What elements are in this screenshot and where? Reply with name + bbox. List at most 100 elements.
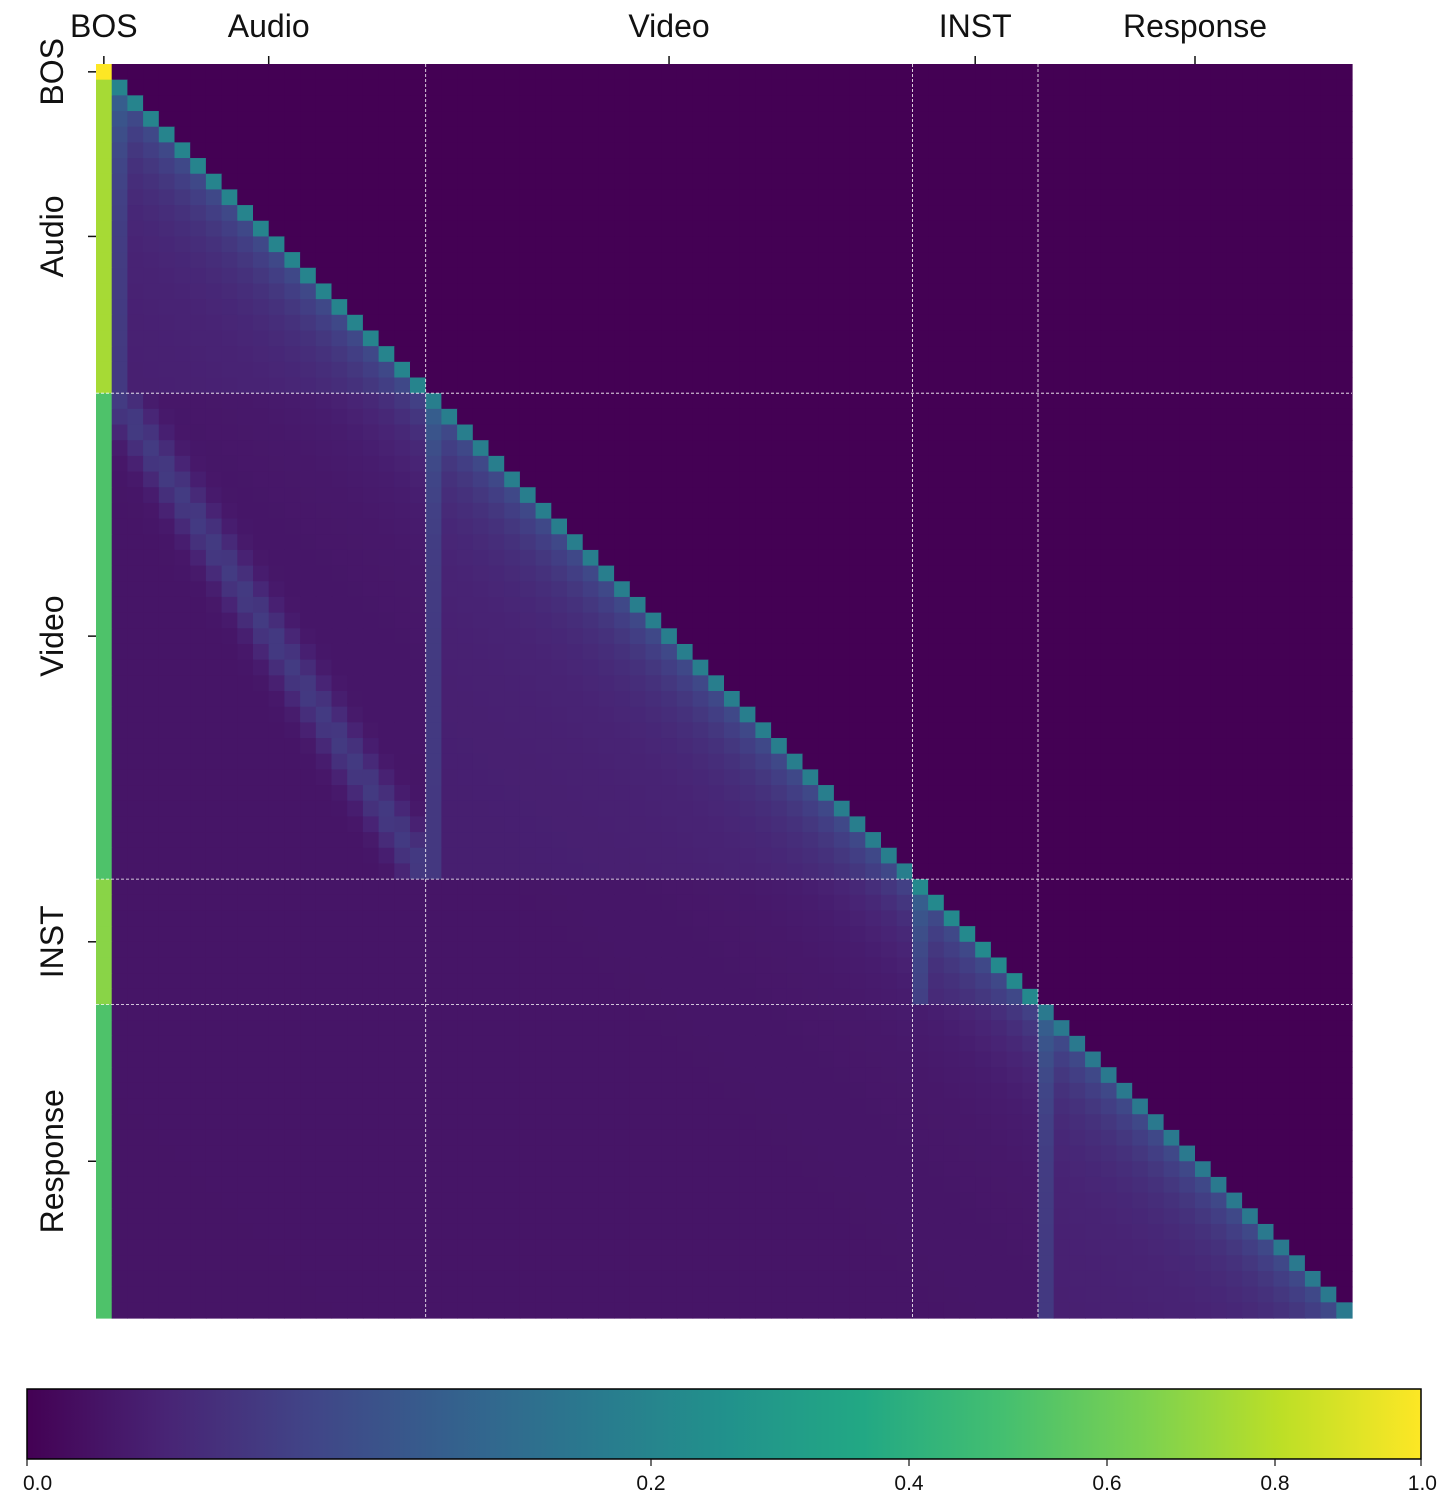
heatmap-cell <box>551 267 568 285</box>
heatmap-cell <box>488 643 505 661</box>
heatmap-cell <box>1242 769 1259 786</box>
heatmap-cell <box>849 252 866 269</box>
heatmap-cell <box>315 785 333 802</box>
heatmap-cell <box>771 158 788 175</box>
heatmap-cell <box>912 424 929 441</box>
heatmap-cell <box>504 659 521 676</box>
heatmap-cell <box>457 236 474 253</box>
heatmap-cell <box>535 847 552 865</box>
heatmap-cell <box>849 941 866 959</box>
heatmap-cell <box>284 643 301 661</box>
heatmap-cell <box>237 722 254 739</box>
heatmap-cell <box>692 95 709 112</box>
heatmap-cell <box>708 267 725 285</box>
heatmap-cell <box>315 910 333 927</box>
heatmap-cell <box>472 549 490 567</box>
heatmap-cell <box>708 957 725 974</box>
heatmap-cell <box>990 111 1008 128</box>
heatmap-cell <box>190 581 207 598</box>
heatmap-cell <box>990 926 1008 943</box>
heatmap-cell <box>300 220 317 238</box>
heatmap-cell <box>598 628 615 645</box>
heatmap-cell <box>912 471 929 488</box>
heatmap-cell <box>928 393 945 410</box>
heatmap-cell <box>1147 753 1165 770</box>
heatmap-cell <box>441 659 458 676</box>
heatmap-cell <box>331 691 348 708</box>
heatmap-cell <box>1179 738 1196 755</box>
heatmap-cell <box>786 142 804 159</box>
heatmap-cell <box>1085 643 1102 661</box>
heatmap-cell <box>425 252 442 269</box>
heatmap-cell <box>488 173 505 191</box>
heatmap-cell <box>1289 408 1306 426</box>
heatmap-cell <box>174 283 191 300</box>
heatmap-cell <box>1116 220 1133 238</box>
heatmap-cell <box>959 314 976 332</box>
heatmap-cell <box>1132 549 1149 567</box>
heatmap-cell <box>111 299 128 316</box>
heatmap-cell <box>1038 738 1055 755</box>
heatmap-cell <box>96 753 113 770</box>
heatmap-cell <box>362 64 380 81</box>
heatmap-cell <box>645 847 662 865</box>
heatmap-cell <box>111 628 128 645</box>
heatmap-cell <box>865 706 882 723</box>
heatmap-cell <box>849 377 866 394</box>
heatmap-cell <box>284 879 301 896</box>
heatmap-cell <box>1022 581 1039 598</box>
heatmap-cell <box>1257 361 1275 379</box>
heatmap-cell <box>1085 691 1102 708</box>
heatmap-cell <box>488 549 505 567</box>
heatmap-cell <box>237 283 254 300</box>
heatmap-cell <box>284 518 301 535</box>
heatmap-cell <box>221 800 238 818</box>
heatmap-cell <box>629 879 647 896</box>
heatmap-cell <box>567 973 584 990</box>
heatmap-cell <box>158 596 176 614</box>
heatmap-cell <box>1304 455 1322 473</box>
heatmap-cell <box>1242 879 1259 896</box>
heatmap-cell <box>457 941 474 959</box>
heatmap-cell <box>771 738 788 755</box>
heatmap-cell <box>190 847 207 865</box>
heatmap-cell <box>975 926 992 943</box>
heatmap-cell <box>755 471 772 488</box>
heatmap-cell <box>959 361 976 379</box>
heatmap-cell <box>315 393 333 410</box>
heatmap-cell <box>1210 957 1227 974</box>
heatmap-cell <box>158 142 176 159</box>
heatmap-cell <box>943 299 961 316</box>
heatmap-cell <box>96 393 113 410</box>
heatmap-cell <box>990 471 1008 488</box>
heatmap-cell <box>1179 628 1196 645</box>
heatmap-cell <box>1179 142 1196 159</box>
heatmap-cell <box>755 832 772 849</box>
heatmap-cell <box>1069 847 1086 865</box>
heatmap-cell <box>1210 565 1227 582</box>
heatmap-cell <box>614 471 631 488</box>
heatmap-cell <box>786 330 804 347</box>
heatmap-cell <box>990 534 1008 551</box>
heatmap-cell <box>849 643 866 661</box>
heatmap-cell <box>943 753 961 770</box>
heatmap-cell <box>1038 691 1055 708</box>
heatmap-cell <box>818 879 835 896</box>
heatmap-cell <box>174 408 191 426</box>
heatmap-cell <box>1069 487 1086 504</box>
heatmap-cell <box>504 283 521 300</box>
heatmap-cell <box>1132 832 1149 849</box>
heatmap-cell <box>221 988 238 1006</box>
heatmap-cell <box>1179 111 1196 128</box>
heatmap-cell <box>504 581 521 598</box>
heatmap-cell <box>598 252 615 269</box>
heatmap-cell <box>1210 738 1227 755</box>
heatmap-cell <box>928 957 945 974</box>
heatmap-cell <box>676 64 694 81</box>
heatmap-cell <box>488 236 505 253</box>
heatmap-cell <box>111 346 128 363</box>
heatmap-cell <box>928 832 945 849</box>
heatmap-cell <box>1320 847 1337 865</box>
heatmap-cell <box>535 408 552 426</box>
heatmap-cell <box>802 440 819 457</box>
